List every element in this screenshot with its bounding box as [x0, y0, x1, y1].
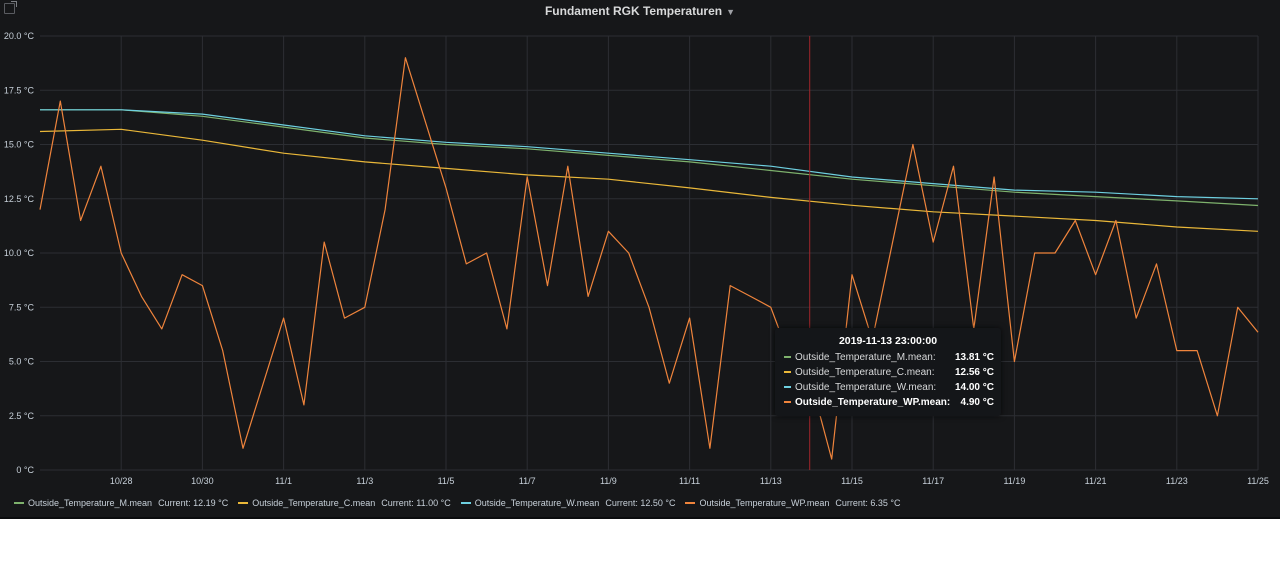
- tooltip-swatch: [784, 401, 791, 404]
- legend-item[interactable]: Outside_Temperature_WP.mean Current: 6.35…: [685, 496, 901, 510]
- line-chart[interactable]: 0 °C 2.5 °C 5.0 °C 7.5 °C 10.0 °C 12.5 °C 15.0…: [0, 0, 1280, 517]
- series-line: [39, 57, 1259, 460]
- x-tick-label: 11/5: [438, 476, 455, 486]
- chevron-down-icon: ▼: [726, 7, 736, 17]
- x-tick-label: 10/30: [191, 476, 214, 486]
- x-tick-label: 11/3: [356, 476, 373, 486]
- tooltip-swatch: [784, 386, 791, 389]
- tooltip-series-name: Outside_Temperature_C.mean:: [795, 367, 935, 378]
- tooltip-row: Outside_Temperature_W.mean: 14.00 °C: [775, 380, 1001, 395]
- legend-current-value: Current: 6.35 °C: [835, 498, 901, 508]
- hover-tooltip: 2019-11-13 23:00:00 Outside_Temperature_…: [775, 328, 1001, 416]
- panel-title-text: Fundament RGK Temperaturen: [544, 4, 723, 18]
- x-tick-label: 10/28: [110, 476, 133, 486]
- y-tick-label: 20.0 °C: [4, 31, 35, 41]
- panel-title[interactable]: Fundament RGK Temperaturen ▼: [0, 4, 1280, 18]
- x-tick-label: 11/7: [519, 476, 536, 486]
- legend-item[interactable]: Outside_Temperature_M.mean Current: 12.19…: [14, 496, 228, 510]
- legend-current-value: Current: 12.19 °C: [158, 498, 229, 508]
- legend-swatch: [460, 502, 471, 504]
- tooltip-series-name: Outside_Temperature_W.mean:: [795, 382, 937, 393]
- y-tick-label: 10.0 °C: [4, 248, 35, 258]
- y-tick-label: 2.5 °C: [9, 411, 35, 421]
- legend-current-value: Current: 11.00 °C: [381, 498, 451, 508]
- y-tick-label: 17.5 °C: [4, 85, 35, 95]
- tooltip-series-value: 13.81 °C: [954, 352, 994, 363]
- y-tick-label: 15.0 °C: [4, 140, 35, 150]
- x-tick-label: 11/17: [922, 476, 944, 486]
- x-tick-label: 11/23: [1166, 476, 1188, 486]
- tooltip-swatch: [784, 371, 791, 374]
- tooltip-row: Outside_Temperature_WP.mean: 4.90 °C: [775, 395, 1001, 410]
- tooltip-timestamp: 2019-11-13 23:00:00: [838, 335, 938, 347]
- x-tick-label: 11/21: [1085, 476, 1107, 486]
- tooltip-series-name: Outside_Temperature_M.mean:: [795, 352, 936, 363]
- x-tick-label: 11/19: [1003, 476, 1025, 486]
- legend-series-name: Outside_Temperature_M.mean: [28, 498, 153, 508]
- tooltip-series-value: 14.00 °C: [954, 382, 994, 393]
- series-line: [40, 109, 1259, 200]
- legend-swatch: [685, 502, 696, 504]
- x-tick-label: 11/1: [275, 476, 292, 486]
- x-tick-label: 11/11: [679, 476, 700, 486]
- legend-swatch: [14, 502, 24, 504]
- x-tick-label: 11/15: [841, 476, 863, 486]
- tooltip-series-name: Outside_Temperature_WP.mean:: [795, 397, 951, 408]
- tooltip-row: Outside_Temperature_C.mean: 12.56 °C: [775, 365, 1001, 380]
- y-tick-label: 7.5 °C: [9, 302, 35, 312]
- series-line: [39, 128, 1259, 232]
- legend-series-name: Outside_Temperature_WP.mean: [699, 498, 830, 508]
- chart-legend: Outside_Temperature_M.mean Current: 12.19…: [14, 496, 901, 510]
- legend-item[interactable]: Outside_Temperature_W.mean Current: 12.50…: [460, 496, 676, 510]
- legend-item[interactable]: Outside_Temperature_C.mean Current: 11.00…: [238, 496, 451, 510]
- graph-panel: Fundament RGK Temperaturen ▼ 0 °C 2.5 °C 5.…: [0, 0, 1280, 519]
- x-tick-label: 11/25: [1247, 476, 1269, 486]
- y-tick-label: 5.0 °C: [9, 357, 35, 367]
- legend-series-name: Outside_Temperature_W.mean: [474, 498, 600, 508]
- legend-series-name: Outside_Temperature_C.mean: [252, 498, 376, 508]
- external-link-icon[interactable]: [4, 1, 17, 14]
- tooltip-series-value: 4.90 °C: [960, 397, 994, 408]
- tooltip-row: Outside_Temperature_M.mean: 13.81 °C: [775, 350, 1001, 365]
- tooltip-swatch: [784, 356, 791, 359]
- x-tick-label: 11/9: [600, 476, 617, 486]
- series-line: [40, 109, 1259, 207]
- legend-swatch: [238, 502, 249, 504]
- tooltip-series-value: 12.56 °C: [954, 367, 994, 378]
- x-tick-label: 11/13: [760, 476, 782, 486]
- y-tick-label: 0 °C: [16, 465, 34, 475]
- y-tick-label: 12.5 °C: [4, 194, 35, 204]
- legend-current-value: Current: 12.50 °C: [605, 498, 676, 508]
